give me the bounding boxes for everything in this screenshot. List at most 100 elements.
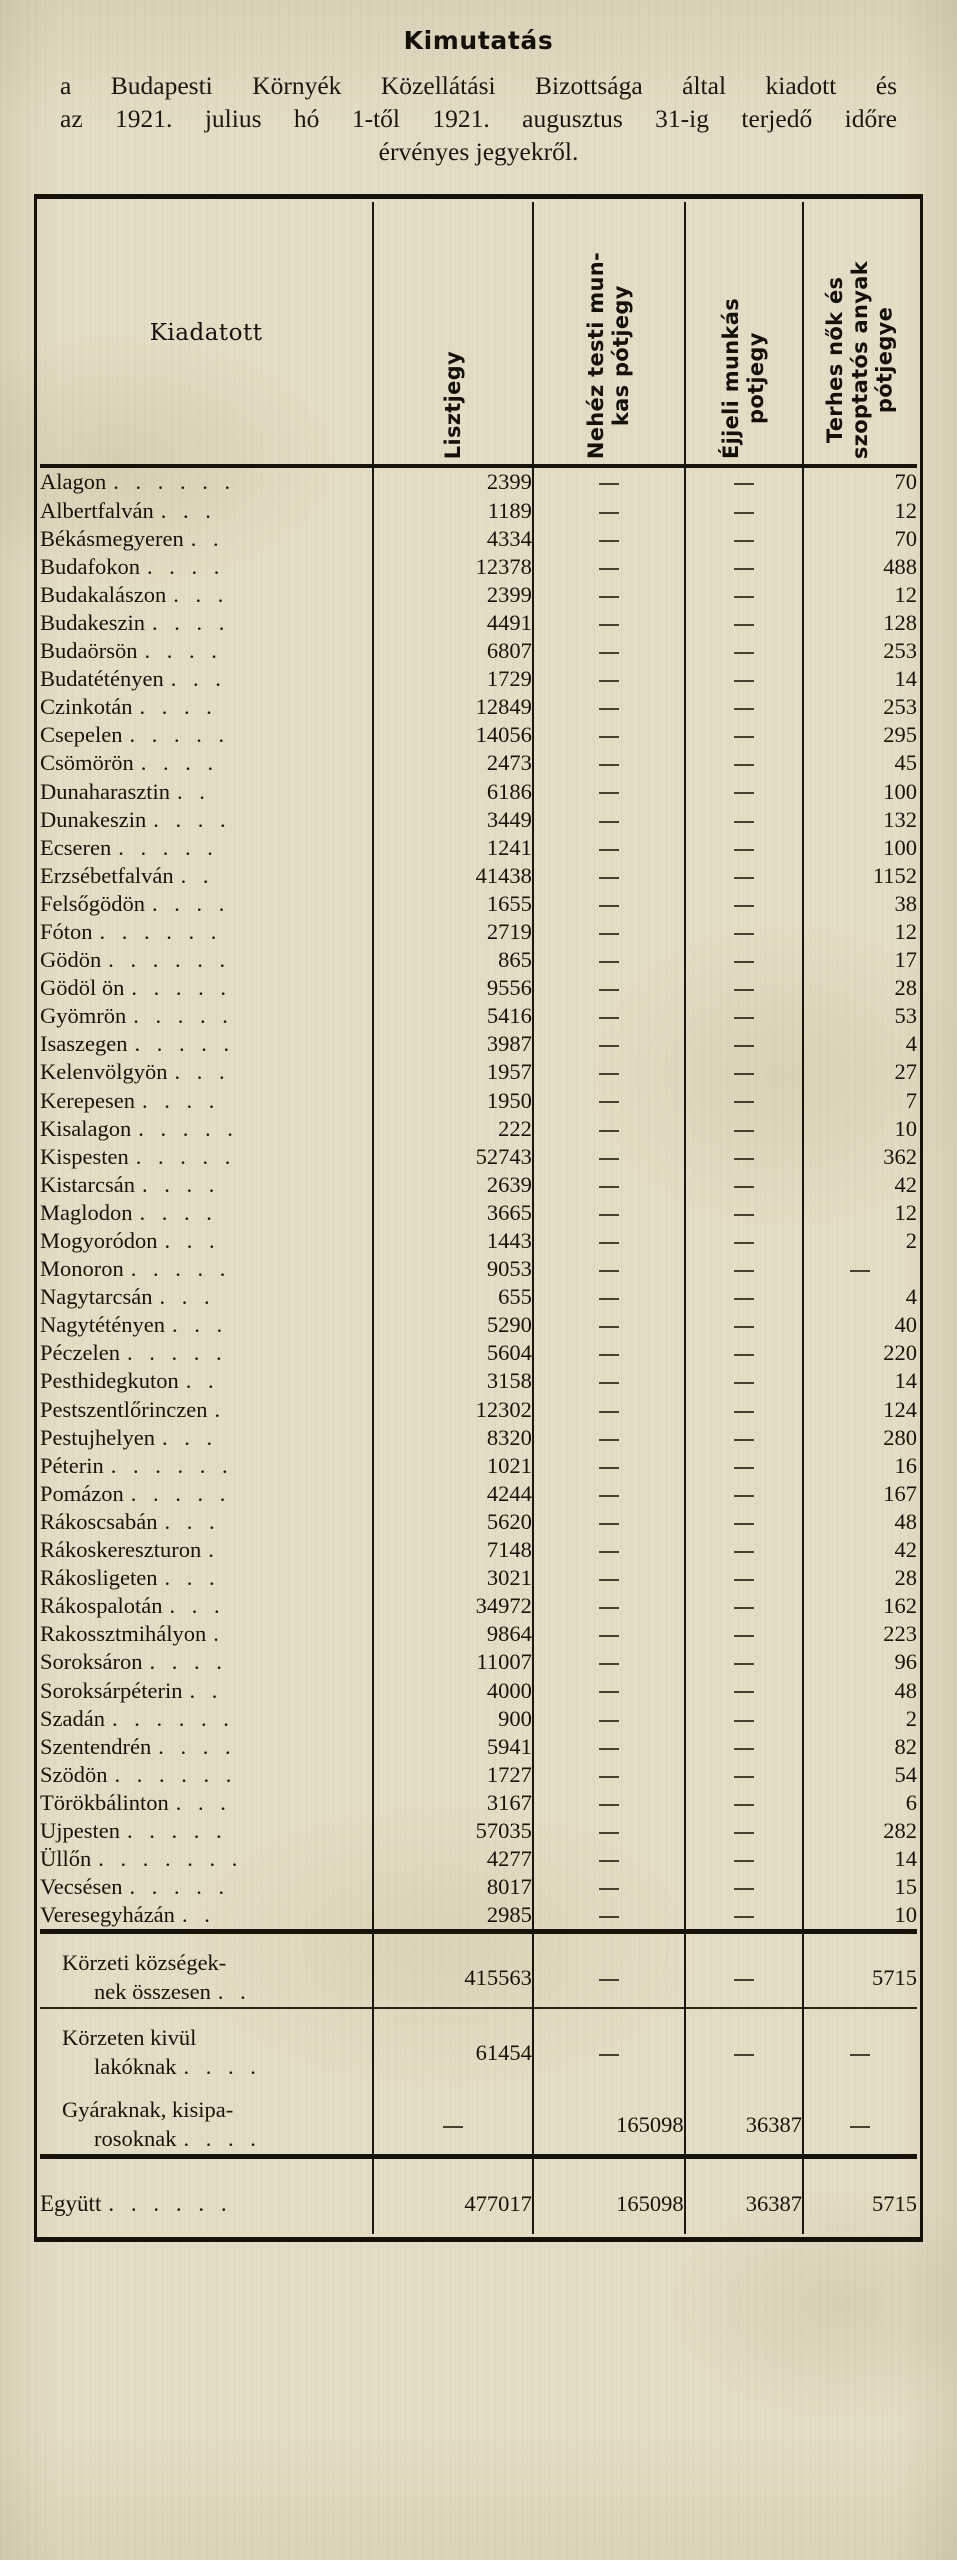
cell-nehez-testi xyxy=(531,889,686,918)
cell-terhes: 362 xyxy=(801,1142,917,1171)
cell-nehez-testi: 165098 xyxy=(531,2174,686,2235)
cell-lisztjegy: 2719 xyxy=(372,917,534,947)
table-row: Monoron. . . . . 9053 xyxy=(40,1255,917,1284)
cell-terhes: 4 xyxy=(801,1283,917,1312)
leader-dots: . . . xyxy=(159,1284,216,1310)
cell-nehez-testi xyxy=(531,721,686,750)
cell-terhes: 124 xyxy=(801,1395,917,1424)
cell-terhes xyxy=(801,2023,917,2082)
table-row: Kistarcsán. . . . 2639 42 xyxy=(40,1170,917,1199)
table-row: Veresegyházán. . 2985 10 xyxy=(40,1901,917,1932)
cell-nehez-testi xyxy=(531,1030,686,1059)
row-place-name: Albertfalván. . . xyxy=(40,496,375,525)
table-row: Ujpesten. . . . . 57035 282 xyxy=(40,1816,917,1846)
row-place-name: Szödön. . . . . . xyxy=(40,1760,375,1789)
cell-terhes: 14 xyxy=(801,1845,917,1874)
leader-dots: . . . . xyxy=(141,1171,220,1197)
cell-terhes xyxy=(801,1255,917,1284)
cell-terhes: 4 xyxy=(801,1030,917,1059)
cell-terhes: 70 xyxy=(801,524,917,553)
cell-terhes: 28 xyxy=(801,1564,917,1593)
cell-terhes: 42 xyxy=(801,1535,917,1565)
cell-ejjeli xyxy=(683,721,804,750)
leader-dots: . . . xyxy=(173,581,229,607)
leader-dots: . . . . xyxy=(158,1733,237,1759)
table-row: Nagytétényen. . . 5290 40 xyxy=(40,1311,917,1340)
table-row: Kerepesen. . . . 1950 7 xyxy=(40,1086,917,1115)
cell-nehez-testi xyxy=(531,777,686,806)
leader-dots: . . . . . xyxy=(131,975,232,1001)
row-place-name: Mogyoródon. . . xyxy=(40,1226,375,1256)
row-place-name: Üllőn. . . . . . . xyxy=(40,1845,375,1874)
cell-nehez-testi xyxy=(531,1226,686,1256)
table-row: Kelenvölgyön. . . 1957 27 xyxy=(40,1058,917,1087)
leader-dots: . . . . . xyxy=(138,1115,239,1141)
leader-dots: . . . . . xyxy=(118,834,219,860)
table-row: Pesthidegkuton. . 3158 14 xyxy=(40,1367,917,1396)
row-place-name: Fóton. . . . . . xyxy=(40,917,375,947)
cell-lisztjegy: 222 xyxy=(372,1114,534,1143)
cell-lisztjegy: 1443 xyxy=(372,1226,534,1256)
cell-ejjeli xyxy=(683,1114,804,1143)
cell-nehez-testi xyxy=(531,1648,686,1677)
cell-ejjeli xyxy=(683,580,804,609)
leader-dots: . . . xyxy=(171,1312,228,1338)
row-place-name: Csepelen. . . . . xyxy=(40,721,375,750)
cell-lisztjegy: 900 xyxy=(372,1704,534,1733)
row-place-name: Szadán. . . . . . xyxy=(40,1704,375,1733)
leader-dots: . . . . xyxy=(141,1087,220,1113)
row-place-name: Szentendrén. . . . xyxy=(40,1732,375,1761)
cell-ejjeli xyxy=(683,1086,804,1115)
table-row: Albertfalván. . . 1189 12 xyxy=(40,496,917,525)
cell-nehez-testi xyxy=(531,1142,686,1171)
row-place-name: Rákoscsabán. . . xyxy=(40,1507,375,1536)
cell-lisztjegy: 34972 xyxy=(372,1592,534,1621)
table-row: Csepelen. . . . . 14056 295 xyxy=(40,721,917,750)
cell-ejjeli xyxy=(683,1901,804,1932)
cell-nehez-testi xyxy=(531,1423,686,1452)
cell-nehez-testi xyxy=(531,1367,686,1396)
cell-lisztjegy: 9053 xyxy=(372,1255,534,1284)
cell-terhes: 15 xyxy=(801,1873,917,1902)
report-table-frame: Kiadatott Lisztjegy Nehéz testi mun-kas … xyxy=(34,194,923,2243)
cell-ejjeli xyxy=(683,1676,804,1705)
cell-lisztjegy: 5416 xyxy=(372,1002,534,1031)
row-place-name: Soroksáron. . . . xyxy=(40,1648,375,1677)
table-row: Kisalagon. . . . . 222 10 xyxy=(40,1114,917,1143)
table-row: Isaszegen. . . . . 3987 4 xyxy=(40,1030,917,1059)
cell-terhes: 27 xyxy=(801,1058,917,1087)
row-place-name: Kisalagon. . . . . xyxy=(40,1114,375,1143)
cell-terhes: 14 xyxy=(801,1367,917,1396)
cell-nehez-testi xyxy=(531,1479,686,1508)
cell-nehez-testi xyxy=(531,693,686,722)
leader-dots: . . . . . xyxy=(126,1340,228,1366)
row-place-name: Budakeszin. . . . xyxy=(40,608,375,637)
cell-nehez-testi xyxy=(531,805,686,834)
cell-lisztjegy: 61454 xyxy=(372,2023,534,2082)
table-row: Dunakeszin. . . . 3449 132 xyxy=(40,805,917,834)
leader-dots: . . . . . . xyxy=(113,469,236,495)
table-row: Szadán. . . . . . 900 2 xyxy=(40,1704,917,1733)
cell-ejjeli xyxy=(683,1339,804,1368)
leader-dots: . . . . xyxy=(153,806,232,832)
cell-nehez-testi xyxy=(531,946,686,975)
cell-ejjeli xyxy=(683,466,804,497)
row-place-name: Gödöl ön. . . . . xyxy=(40,974,375,1003)
cell-ejjeli xyxy=(683,777,804,806)
cell-lisztjegy: 2639 xyxy=(372,1170,534,1199)
cell-lisztjegy: 5941 xyxy=(372,1732,534,1761)
cell-terhes: 10 xyxy=(801,1901,917,1932)
cell-terhes xyxy=(801,2096,917,2157)
table-row: Szödön. . . . . . 1727 54 xyxy=(40,1760,917,1789)
cell-lisztjegy: 6186 xyxy=(372,777,534,806)
leader-dots: . . . xyxy=(161,1424,218,1450)
row-place-name: Pomázon. . . . . xyxy=(40,1479,375,1508)
cell-nehez-testi xyxy=(531,466,686,497)
cell-lisztjegy: 14056 xyxy=(372,721,534,750)
table-row: Pestszentlőrinczen. 12302 124 xyxy=(40,1395,917,1424)
cell-nehez-testi xyxy=(531,1845,686,1874)
document-heading: Kimutatás a Budapesti Környék Közellátás… xyxy=(0,0,957,168)
cell-nehez-testi xyxy=(531,496,686,525)
cell-ejjeli xyxy=(683,1367,804,1396)
total-row: Együtt. . . . . . 477017 165098 36387 5715 xyxy=(40,2174,917,2235)
